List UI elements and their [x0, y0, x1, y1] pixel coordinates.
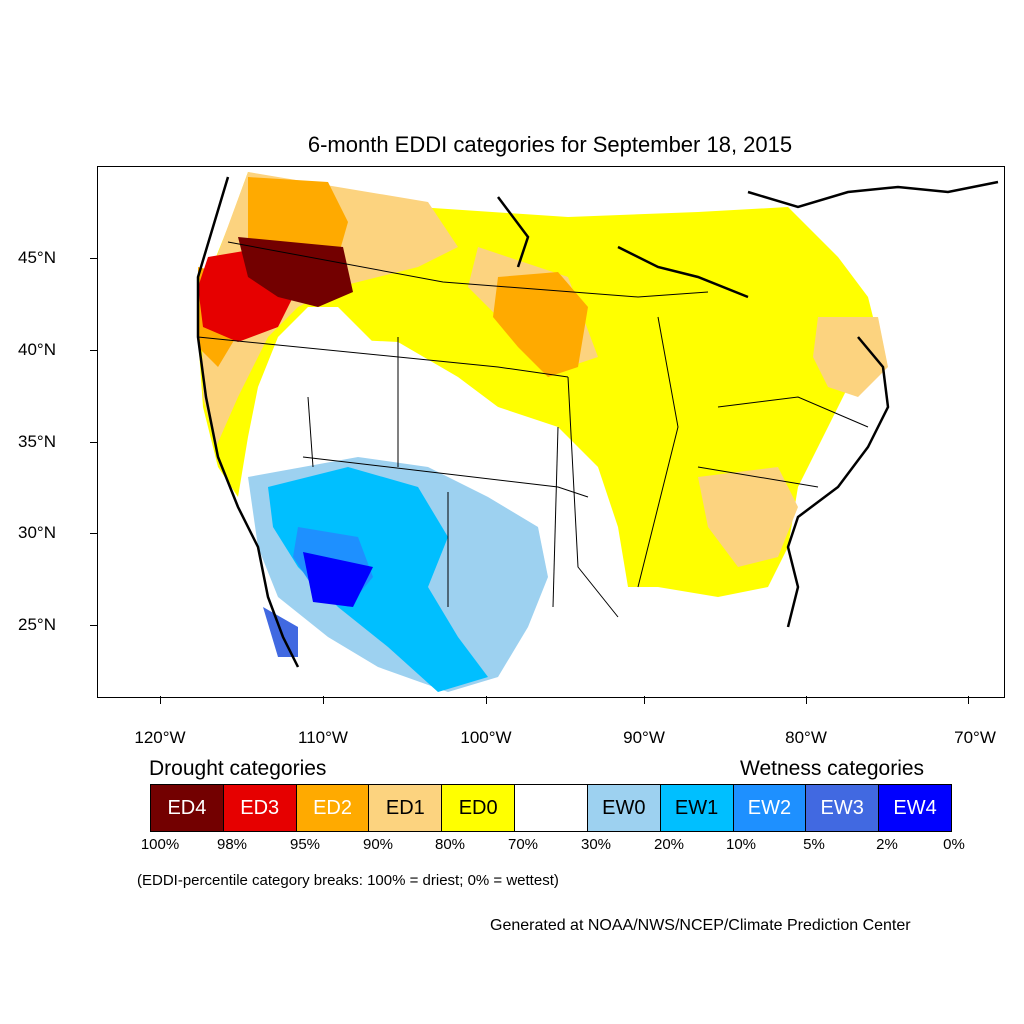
lat-label-40: 40°N [18, 340, 56, 359]
legend-label: EW0 [602, 796, 646, 819]
legend-swatch-ed3: ED3 [223, 785, 297, 831]
legend-label: ED0 [458, 796, 498, 819]
wetness-heading: Wetness categories [740, 757, 925, 780]
legend-label: ED3 [240, 796, 280, 819]
percent-break: 100% [140, 836, 180, 853]
percent-break: 95% [289, 836, 321, 853]
lon-label-70: 70°W [954, 728, 996, 747]
lon-tick [644, 696, 645, 704]
percent-break: 5% [803, 836, 825, 853]
legend-swatch-ed0: ED0 [442, 785, 516, 831]
lat-tick [90, 442, 98, 443]
eddi-map [196, 172, 999, 692]
legend-label: EW1 [674, 796, 719, 819]
percent-break: 30% [580, 836, 612, 853]
lon-label-110: 110°W [298, 728, 348, 747]
coastlines [196, 176, 999, 668]
lon-tick [160, 696, 161, 704]
lon-tick [968, 696, 969, 704]
credit-line: Generated at NOAA/NWS/NCEP/Climate Predi… [490, 917, 911, 934]
category-note: (EDDI-percentile category breaks: 100% =… [137, 872, 559, 889]
legend-swatch-ew1: EW1 [660, 785, 734, 831]
percent-break: 98% [216, 836, 248, 853]
legend-label: ED4 [167, 796, 207, 819]
lon-label-90: 90°W [623, 728, 665, 747]
percent-break: 90% [362, 836, 394, 853]
ed1-region [813, 317, 888, 397]
percent-break: 80% [434, 836, 466, 853]
ew4-region [303, 552, 373, 607]
legend-swatch-ed2: ED2 [296, 785, 370, 831]
percent-break: 10% [725, 836, 757, 853]
percent-break: 0% [943, 836, 965, 853]
legend-swatch-neutral [515, 785, 588, 831]
state-borders [197, 241, 869, 618]
map-title: 6-month EDDI categories for September 18… [307, 132, 793, 157]
lon-label-80: 80°W [785, 728, 827, 747]
legend-swatch-ew0: EW0 [587, 785, 661, 831]
lat-tick [90, 625, 98, 626]
legend-swatch-ew4: EW4 [879, 785, 951, 831]
lon-tick [323, 696, 324, 704]
percent-break: 70% [507, 836, 539, 853]
legend-swatch-ed4: ED4 [151, 785, 224, 831]
percent-break: 20% [653, 836, 685, 853]
lat-tick [90, 258, 98, 259]
legend-label: EW4 [893, 796, 937, 819]
lon-tick [486, 696, 487, 704]
legend-swatch-ew2: EW2 [733, 785, 807, 831]
ed1-region [698, 467, 798, 567]
legend-label: ED1 [385, 796, 425, 819]
lat-tick [90, 350, 98, 351]
percent-break: 2% [876, 836, 898, 853]
legend-color-bar: ED4 ED3 ED2 ED1 ED0 EW0 EW1 EW2 EW3 EW4 [150, 784, 952, 832]
ed4-region [238, 237, 353, 307]
lat-label-35: 35°N [18, 432, 56, 451]
lat-tick [90, 533, 98, 534]
lon-label-120: 120°W [134, 728, 186, 747]
legend-label: ED2 [313, 796, 352, 819]
ed2-region [493, 272, 588, 377]
lat-label-25: 25°N [18, 615, 56, 634]
lat-label-45: 45°N [18, 248, 56, 267]
legend-label: EW3 [820, 796, 864, 819]
lon-tick [806, 696, 807, 704]
drought-heading: Drought categories [149, 757, 327, 780]
legend-label: EW2 [747, 796, 792, 819]
lon-label-100: 100°W [460, 728, 512, 747]
legend-swatch-ew3: EW3 [806, 785, 880, 831]
ew1-region [268, 467, 488, 692]
lat-label-30: 30°N [18, 523, 56, 542]
legend-swatch-ed1: ED1 [369, 785, 443, 831]
map-panel [97, 166, 1005, 698]
